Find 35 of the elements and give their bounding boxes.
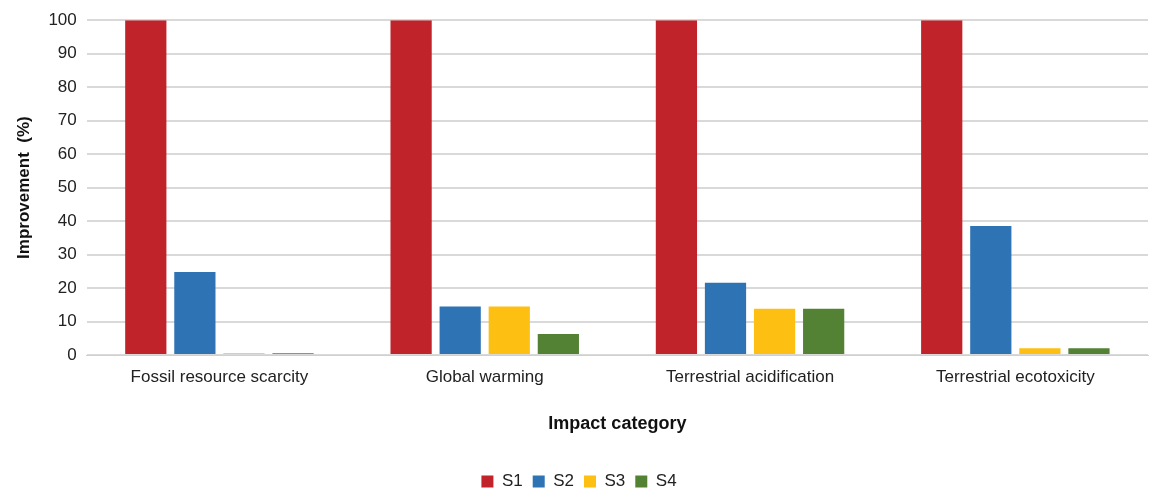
bar xyxy=(970,226,1012,354)
y-tick-label: 90 xyxy=(57,43,77,63)
bar xyxy=(125,20,167,354)
y-tick-label: 0 xyxy=(67,344,77,364)
y-tick-label: 70 xyxy=(57,110,77,130)
legend-label: S3 xyxy=(604,471,626,491)
x-tick-label: Terrestrial acidification xyxy=(665,366,835,386)
legend-label: S1 xyxy=(501,471,523,491)
bar xyxy=(1019,348,1061,354)
legend-label: S4 xyxy=(655,471,677,491)
bar xyxy=(439,306,481,354)
bar xyxy=(537,333,579,354)
y-tick-label: 80 xyxy=(57,76,77,96)
bar xyxy=(655,20,698,354)
y-tick-label: 40 xyxy=(57,210,77,230)
bar xyxy=(488,306,530,354)
bar xyxy=(704,282,747,354)
bar xyxy=(390,20,432,354)
x-tick-label: Fossil resource scarcity xyxy=(130,366,309,386)
x-tick-label: Terrestrial ecotoxicity xyxy=(935,366,1096,386)
bar xyxy=(921,20,963,354)
bar xyxy=(803,308,845,354)
bar xyxy=(1068,348,1110,354)
legend-label: S2 xyxy=(553,471,574,491)
bar xyxy=(174,271,216,354)
x-tick-label: Global warming xyxy=(425,366,544,386)
y-tick-label: 10 xyxy=(57,311,77,331)
y-tick-label: 50 xyxy=(57,177,77,197)
bar xyxy=(753,308,796,354)
y-tick-label: 60 xyxy=(57,143,77,163)
y-tick-label: 20 xyxy=(57,277,77,297)
y-tick-label: 100 xyxy=(48,9,77,29)
y-axis-title: Improvement (%) xyxy=(13,116,33,259)
y-tick-label: 30 xyxy=(57,244,77,264)
x-axis-title: Impact category xyxy=(548,413,687,434)
